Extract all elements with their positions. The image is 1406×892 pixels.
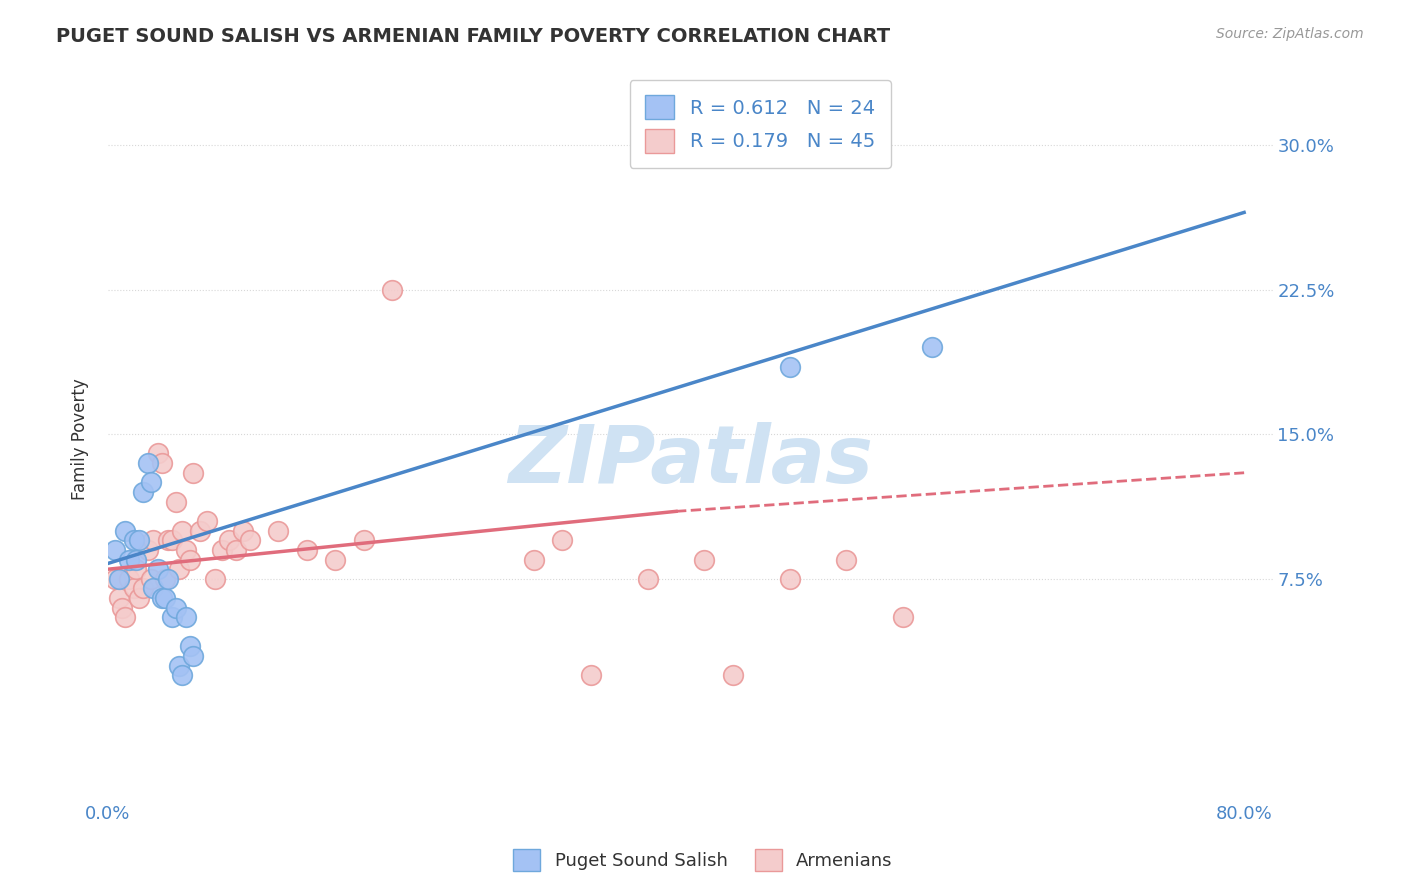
Point — [142, 533, 165, 548]
Point — [170, 524, 193, 538]
Point — [637, 572, 659, 586]
Point — [179, 640, 201, 654]
Point — [104, 542, 127, 557]
Point — [156, 572, 179, 586]
Point — [579, 668, 602, 682]
Point — [160, 533, 183, 548]
Point — [779, 359, 801, 374]
Point — [150, 591, 173, 606]
Point — [188, 524, 211, 538]
Point — [267, 524, 290, 538]
Point — [165, 600, 187, 615]
Point — [150, 456, 173, 470]
Point — [118, 572, 141, 586]
Point — [146, 562, 169, 576]
Point — [104, 572, 127, 586]
Point — [225, 542, 247, 557]
Point — [523, 552, 546, 566]
Point — [167, 562, 190, 576]
Point — [122, 582, 145, 596]
Point — [132, 485, 155, 500]
Point — [323, 552, 346, 566]
Point — [118, 552, 141, 566]
Point — [125, 562, 148, 576]
Point — [111, 600, 134, 615]
Point — [891, 610, 914, 624]
Point — [108, 591, 131, 606]
Point — [153, 572, 176, 586]
Point — [128, 533, 150, 548]
Point — [239, 533, 262, 548]
Point — [108, 572, 131, 586]
Point — [165, 494, 187, 508]
Point — [114, 524, 136, 538]
Legend: Puget Sound Salish, Armenians: Puget Sound Salish, Armenians — [506, 842, 900, 879]
Point — [122, 533, 145, 548]
Point — [232, 524, 254, 538]
Point — [146, 446, 169, 460]
Point — [128, 591, 150, 606]
Point — [211, 542, 233, 557]
Point — [921, 340, 943, 354]
Text: PUGET SOUND SALISH VS ARMENIAN FAMILY POVERTY CORRELATION CHART: PUGET SOUND SALISH VS ARMENIAN FAMILY PO… — [56, 27, 890, 45]
Point — [136, 456, 159, 470]
Point — [160, 610, 183, 624]
Point — [721, 668, 744, 682]
Point — [181, 648, 204, 663]
Point — [204, 572, 226, 586]
Point — [381, 283, 404, 297]
Point — [139, 475, 162, 490]
Point — [142, 582, 165, 596]
Y-axis label: Family Poverty: Family Poverty — [72, 378, 89, 500]
Point — [197, 514, 219, 528]
Point — [218, 533, 240, 548]
Point — [125, 552, 148, 566]
Point — [779, 572, 801, 586]
Point — [295, 542, 318, 557]
Point — [132, 582, 155, 596]
Point — [179, 552, 201, 566]
Point — [174, 610, 197, 624]
Point — [174, 542, 197, 557]
Point — [181, 466, 204, 480]
Legend: R = 0.612   N = 24, R = 0.179   N = 45: R = 0.612 N = 24, R = 0.179 N = 45 — [630, 80, 890, 169]
Point — [170, 668, 193, 682]
Point — [167, 658, 190, 673]
Point — [835, 552, 858, 566]
Point — [156, 533, 179, 548]
Point — [353, 533, 375, 548]
Point — [114, 610, 136, 624]
Text: Source: ZipAtlas.com: Source: ZipAtlas.com — [1216, 27, 1364, 41]
Text: ZIPatlas: ZIPatlas — [508, 422, 873, 500]
Point — [551, 533, 574, 548]
Point — [136, 542, 159, 557]
Point — [153, 591, 176, 606]
Point — [693, 552, 716, 566]
Point — [139, 572, 162, 586]
